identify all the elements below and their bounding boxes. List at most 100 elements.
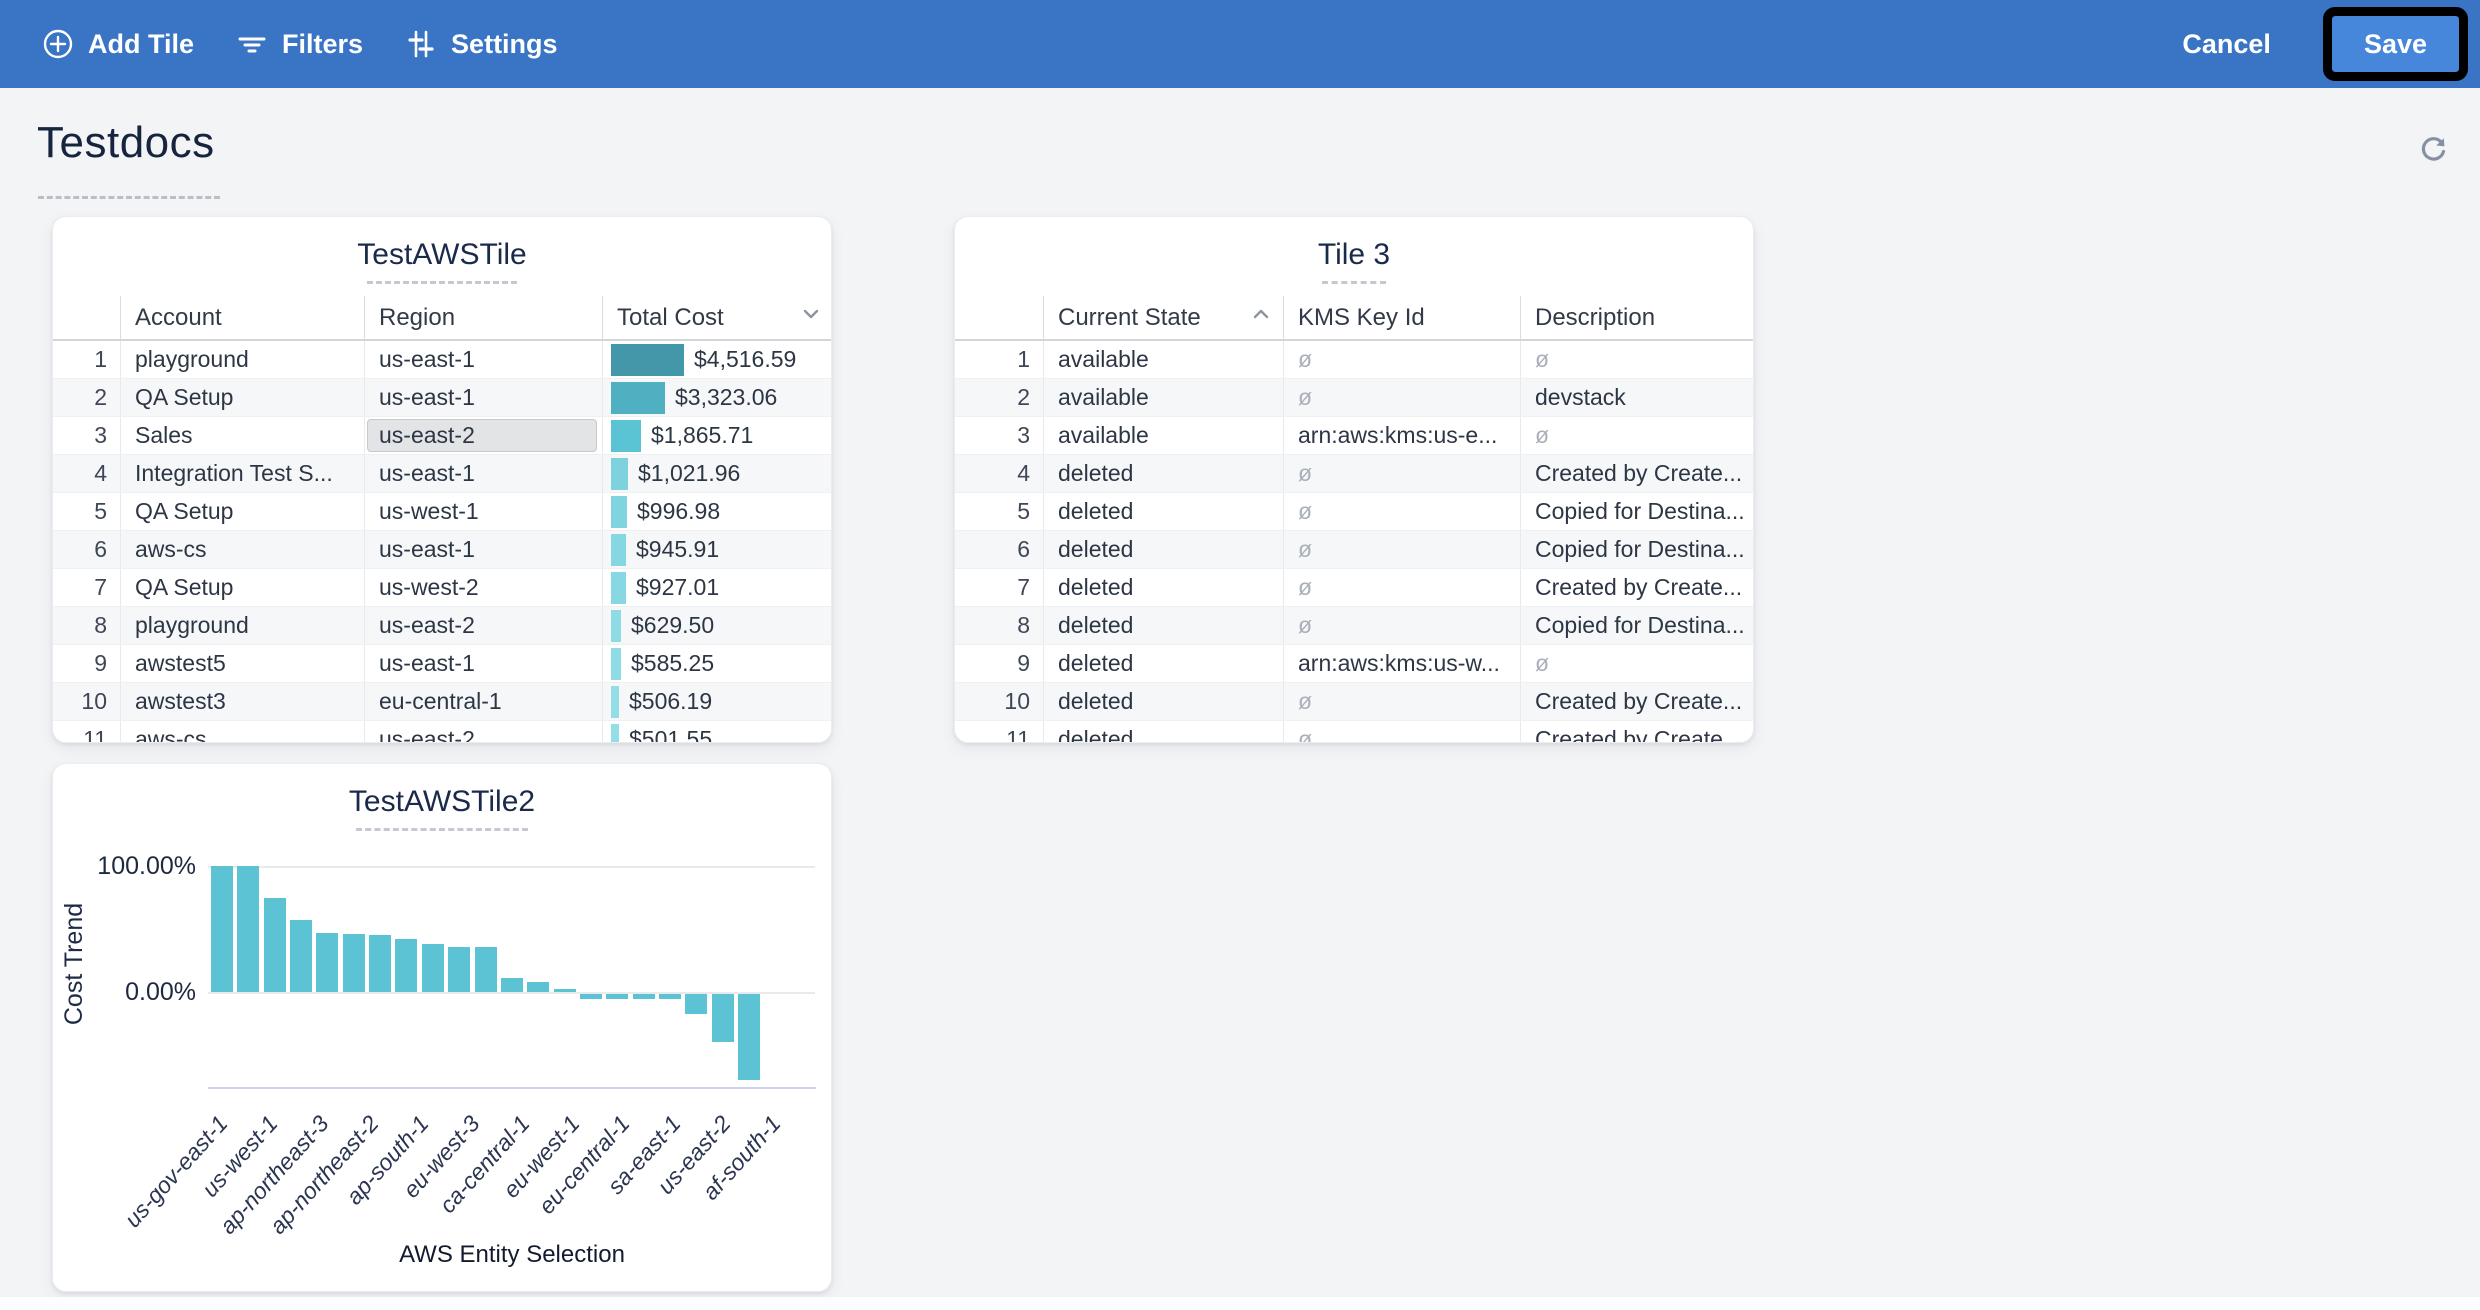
column-header-account[interactable]: Account [120,296,364,339]
chart-bar[interactable] [553,988,576,992]
cell-account[interactable]: playground [120,341,364,378]
cell-current-state[interactable]: deleted [1043,455,1283,492]
column-header-region[interactable]: Region [364,296,602,339]
cell-description[interactable]: Copied for Destina... [1520,531,1753,568]
cell-description[interactable]: Copied for Destina... [1520,493,1753,530]
cell-current-state[interactable]: deleted [1043,607,1283,644]
chart-bar[interactable] [342,934,365,992]
chart-bar[interactable] [738,994,760,1080]
cell-region[interactable]: eu-central-1 [364,683,602,720]
chart-bar[interactable] [658,994,681,1000]
chart-bar[interactable] [421,944,444,992]
cell-total-cost[interactable]: $927.01 [602,569,831,606]
add-tile-button[interactable]: Add Tile [42,28,194,60]
cell-current-state[interactable]: deleted [1043,645,1283,682]
cell-kms-key-id[interactable]: ø [1283,721,1520,742]
cell-kms-key-id[interactable]: ø [1283,683,1520,720]
chart-bar[interactable] [527,981,550,992]
cell-current-state[interactable]: deleted [1043,531,1283,568]
cell-total-cost[interactable]: $1,865.71 [602,417,831,454]
save-button[interactable]: Save [2331,16,2459,72]
cell-description[interactable]: Created by Create... [1520,569,1753,606]
cell-current-state[interactable]: deleted [1043,569,1283,606]
cell-kms-key-id[interactable]: ø [1283,493,1520,530]
cell-description[interactable]: ø [1520,417,1753,454]
cell-kms-key-id[interactable]: arn:aws:kms:us-w... [1283,645,1520,682]
cell-account[interactable]: Integration Test S... [120,455,364,492]
cell-kms-key-id[interactable]: ø [1283,569,1520,606]
chart-bar[interactable] [395,939,418,992]
chart-bar[interactable] [606,994,629,1000]
chart-bar[interactable] [632,994,655,1000]
cell-region[interactable]: us-east-1 [364,531,602,568]
cell-account[interactable]: QA Setup [120,569,364,606]
column-header-kms-key-id[interactable]: KMS Key Id [1283,296,1520,339]
column-header-total-cost[interactable]: Total Cost [602,296,831,339]
cell-account[interactable]: aws-cs [120,721,364,742]
cell-region[interactable]: us-east-1 [364,341,602,378]
cell-description[interactable]: ø [1520,645,1753,682]
chart-bar[interactable] [579,994,602,1000]
cell-current-state[interactable]: available [1043,417,1283,454]
column-header-description[interactable]: Description [1520,296,1753,339]
cell-total-cost[interactable]: $585.25 [602,645,831,682]
cell-region[interactable]: us-west-2 [364,569,602,606]
cell-description[interactable]: ø [1520,341,1753,378]
tile-tile3[interactable]: Tile 3 Current State KMS Key Id Descript… [954,216,1754,743]
cell-description[interactable]: Created by Create... [1520,721,1753,742]
cell-account[interactable]: QA Setup [120,379,364,416]
cell-region[interactable]: us-east-2 [364,417,602,454]
cell-kms-key-id[interactable]: ø [1283,379,1520,416]
cell-current-state[interactable]: available [1043,341,1283,378]
selected-cell[interactable]: us-east-2 [367,419,597,452]
cell-region[interactable]: us-east-1 [364,455,602,492]
cell-total-cost[interactable]: $3,323.06 [602,379,831,416]
cell-kms-key-id[interactable]: ø [1283,531,1520,568]
chart-bar[interactable] [211,866,233,992]
cell-region[interactable]: us-west-1 [364,493,602,530]
chart-bar[interactable] [237,866,260,992]
cancel-button[interactable]: Cancel [2182,28,2271,59]
cell-current-state[interactable]: deleted [1043,683,1283,720]
cell-kms-key-id[interactable]: ø [1283,341,1520,378]
chart-bar[interactable] [500,978,523,992]
cell-region[interactable]: us-east-1 [364,379,602,416]
cell-kms-key-id[interactable]: arn:aws:kms:us-e... [1283,417,1520,454]
chart-bar[interactable] [369,935,392,992]
filters-button[interactable]: Filters [236,28,363,60]
cell-total-cost[interactable]: $4,516.59 [602,341,831,378]
column-header-current-state[interactable]: Current State [1043,296,1283,339]
cell-description[interactable]: devstack [1520,379,1753,416]
cell-current-state[interactable]: deleted [1043,493,1283,530]
chevron-down-icon[interactable] [799,302,823,333]
chart-bar[interactable] [711,994,734,1042]
cell-account[interactable]: Sales [120,417,364,454]
cell-account[interactable]: aws-cs [120,531,364,568]
cell-region[interactable]: us-east-2 [364,607,602,644]
cell-account[interactable]: playground [120,607,364,644]
cell-region[interactable]: us-east-1 [364,645,602,682]
cell-total-cost[interactable]: $629.50 [602,607,831,644]
cell-kms-key-id[interactable]: ø [1283,455,1520,492]
cell-current-state[interactable]: deleted [1043,721,1283,742]
cell-total-cost[interactable]: $506.19 [602,683,831,720]
cell-region[interactable]: us-east-2 [364,721,602,742]
cell-total-cost[interactable]: $945.91 [602,531,831,568]
chart-bar[interactable] [290,920,313,992]
chart-bar[interactable] [263,897,286,992]
chart-bar[interactable] [685,994,708,1015]
cell-total-cost[interactable]: $996.98 [602,493,831,530]
settings-button[interactable]: Settings [405,28,558,60]
cell-kms-key-id[interactable]: ø [1283,607,1520,644]
refresh-icon[interactable] [2410,130,2458,178]
cell-account[interactable]: awstest3 [120,683,364,720]
cell-current-state[interactable]: available [1043,379,1283,416]
cell-total-cost[interactable]: $501.55 [602,721,831,742]
tile-testawstile2[interactable]: TestAWSTile2 100.00% 0.00% Cost Trend us… [52,763,832,1292]
cell-description[interactable]: Created by Create... [1520,455,1753,492]
cell-total-cost[interactable]: $1,021.96 [602,455,831,492]
chart-bar[interactable] [448,946,471,992]
chevron-up-icon[interactable] [1249,302,1273,333]
cell-account[interactable]: awstest5 [120,645,364,682]
